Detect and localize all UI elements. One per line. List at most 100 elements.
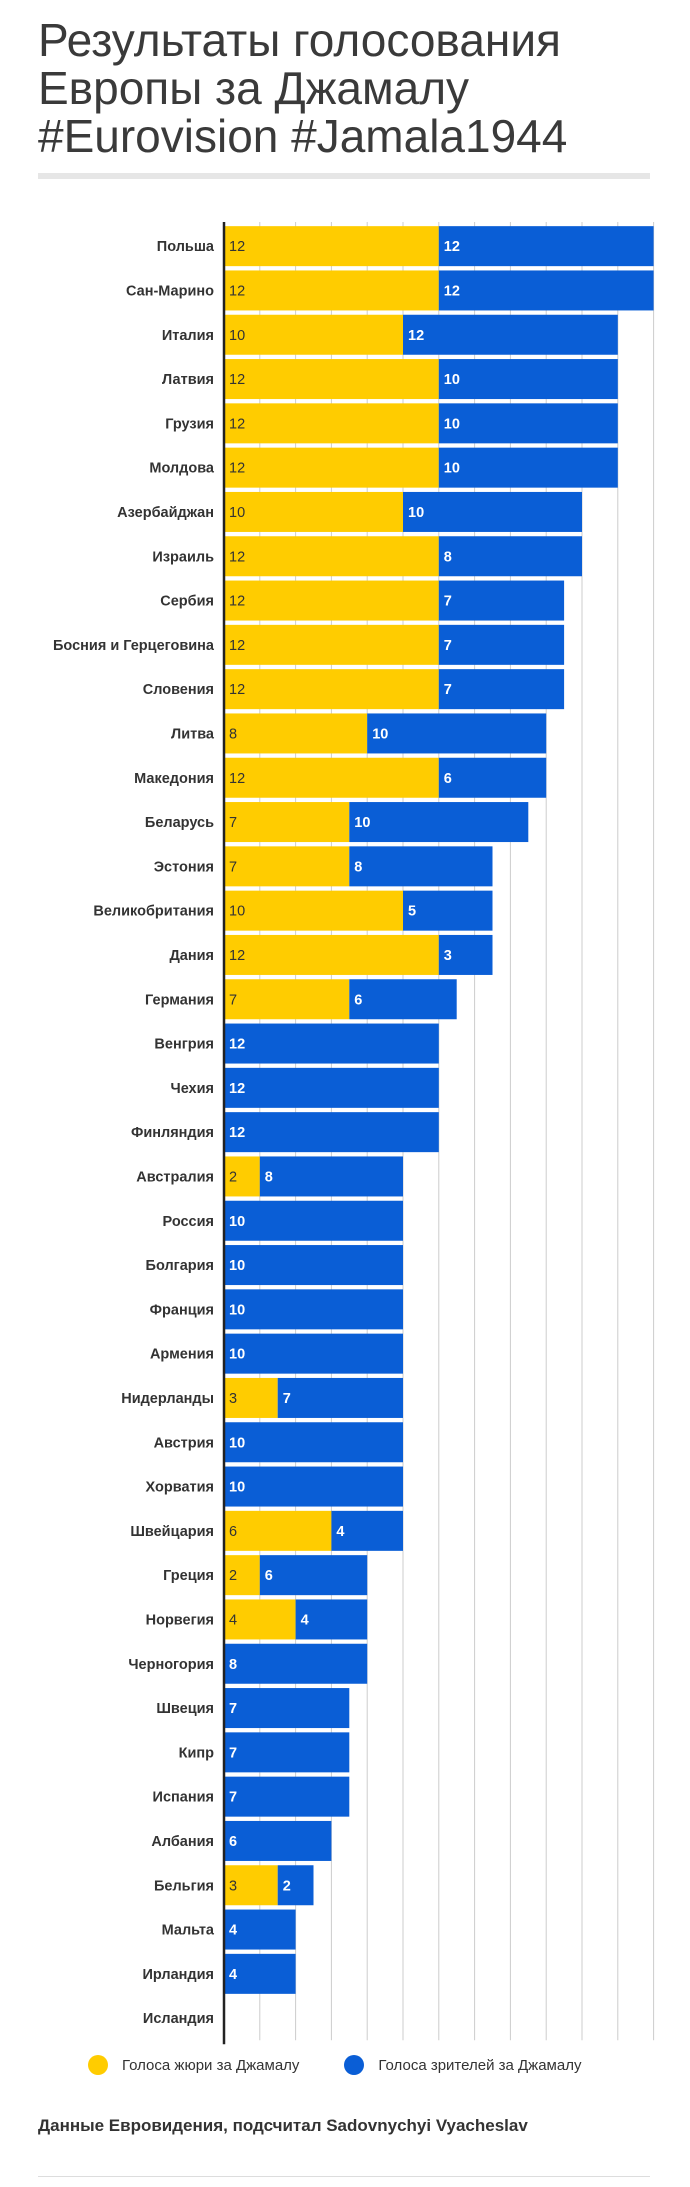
- category-label: Босния и Герцеговина: [53, 638, 215, 654]
- bar-jury: [224, 270, 439, 311]
- data-label-audience: 7: [229, 1790, 237, 1806]
- title-divider: [38, 173, 650, 179]
- data-label-jury: 12: [229, 682, 245, 698]
- bar-audience: [224, 1466, 403, 1507]
- data-label-audience: 8: [229, 1657, 237, 1673]
- bar-jury: [224, 846, 350, 887]
- category-label: Эстония: [154, 859, 214, 875]
- bar-audience: [403, 890, 493, 931]
- data-label-jury: 7: [229, 859, 237, 875]
- category-label: Армения: [150, 1347, 214, 1363]
- bar-jury: [224, 713, 368, 754]
- data-label-audience: 10: [229, 1258, 245, 1274]
- category-label: Сербия: [160, 594, 214, 610]
- bar-jury: [224, 934, 439, 975]
- category-label: Венгрия: [154, 1037, 214, 1053]
- legend-label-audience: Голоса зрителей за Джамалу: [378, 2056, 582, 2074]
- data-label-audience: 5: [408, 904, 416, 920]
- legend-swatch-jury: [88, 2055, 108, 2075]
- category-label: Италия: [162, 328, 214, 344]
- category-label: Чехия: [171, 1081, 215, 1097]
- data-label-audience: 10: [229, 1214, 245, 1230]
- title-line-2: Европы за Джамалу: [38, 62, 470, 114]
- data-label-audience: 10: [229, 1480, 245, 1496]
- bar-audience: [259, 1156, 403, 1197]
- category-label: Германия: [145, 992, 214, 1008]
- title-line-1: Результаты голосования: [38, 14, 561, 66]
- category-label: Кипр: [179, 1745, 215, 1761]
- data-label-audience: 10: [229, 1347, 245, 1363]
- data-label-audience: 4: [301, 1612, 309, 1628]
- bar-jury: [224, 1865, 278, 1906]
- bar-jury: [224, 624, 439, 665]
- bar-jury: [224, 314, 403, 355]
- category-label: Беларусь: [145, 815, 214, 831]
- legend-swatch-audience: [344, 2055, 365, 2075]
- data-label-audience: 12: [408, 328, 424, 344]
- bar-jury: [224, 226, 439, 267]
- data-label-audience: 10: [229, 1435, 245, 1451]
- data-label-audience: 7: [229, 1745, 237, 1761]
- bar-audience: [438, 270, 654, 311]
- bar-jury: [224, 1555, 260, 1596]
- data-label-audience: 7: [229, 1701, 237, 1717]
- legend-item-audience: Голоса зрителей за Джамалу: [344, 2055, 581, 2075]
- bar-audience: [438, 580, 565, 621]
- source-note: Данные Евровидения, подсчитал Sadovnychy…: [38, 2116, 528, 2135]
- bar-audience: [224, 1200, 403, 1241]
- category-label: Финляндия: [131, 1125, 214, 1141]
- data-label-jury: 12: [229, 948, 245, 964]
- data-label-audience: 4: [229, 1923, 237, 1939]
- category-label: Албания: [151, 1834, 214, 1850]
- category-label: Азербайджан: [117, 505, 214, 521]
- bar-jury: [224, 359, 439, 400]
- category-label: Македония: [134, 771, 214, 787]
- chart-svg: Польша 12 12 Сан-Марино 12 12 Италия 10 12 Латвия…: [53, 222, 655, 2045]
- bar-audience: [224, 1643, 368, 1684]
- bar-audience: [349, 846, 493, 887]
- data-label-audience: 2: [283, 1878, 291, 1894]
- data-label-jury: 10: [229, 328, 245, 344]
- data-label-audience: 4: [336, 1524, 344, 1540]
- data-label-jury: 12: [229, 372, 245, 388]
- category-label: Болгария: [146, 1258, 214, 1274]
- bar-jury: [224, 403, 439, 444]
- data-label-jury: 12: [229, 594, 245, 610]
- category-label: Греция: [163, 1568, 214, 1584]
- category-label: Австралия: [136, 1169, 214, 1185]
- bar-audience: [259, 1555, 368, 1596]
- bottom-divider: [38, 2176, 650, 2177]
- data-label-audience: 8: [354, 859, 362, 875]
- data-label-jury: 12: [229, 239, 245, 255]
- category-label: Великобритания: [93, 904, 214, 920]
- chart-title: Результаты голосования Европы за Джамалу…: [38, 16, 658, 160]
- bar-audience: [438, 669, 565, 710]
- data-label-jury: 7: [229, 992, 237, 1008]
- data-label-audience: 10: [372, 726, 388, 742]
- bar-jury: [224, 1599, 296, 1640]
- stacked-bar-chart: Польша 12 12 Сан-Марино 12 12 Италия 10 12 Латвия…: [0, 200, 690, 2050]
- bar-jury: [224, 757, 439, 798]
- legend-item-jury: Голоса жюри за Джамалу: [88, 2055, 299, 2075]
- category-label: Австрия: [154, 1435, 214, 1451]
- data-label-jury: 10: [229, 904, 245, 920]
- data-label-jury: 12: [229, 549, 245, 565]
- data-label-audience: 12: [229, 1125, 245, 1141]
- bar-audience: [224, 1820, 332, 1861]
- category-label: Хорватия: [146, 1480, 214, 1496]
- bar-jury: [224, 491, 403, 532]
- data-label-audience: 12: [444, 239, 460, 255]
- category-label: Швеция: [156, 1701, 214, 1717]
- data-label-audience: 7: [444, 638, 452, 654]
- category-label: Испания: [153, 1790, 214, 1806]
- data-label-audience: 4: [229, 1967, 237, 1983]
- category-label: Черногория: [128, 1657, 214, 1673]
- data-label-audience: 12: [229, 1081, 245, 1097]
- category-label: Нидерланды: [121, 1391, 214, 1407]
- chart-legend: Голоса жюри за Джамалу Голоса зрителей з…: [88, 2053, 626, 2077]
- bar-audience: [224, 1023, 439, 1064]
- bar-audience: [224, 1909, 296, 1950]
- data-label-jury: 7: [229, 815, 237, 831]
- bar-jury: [224, 890, 403, 931]
- bar-audience: [224, 1333, 403, 1374]
